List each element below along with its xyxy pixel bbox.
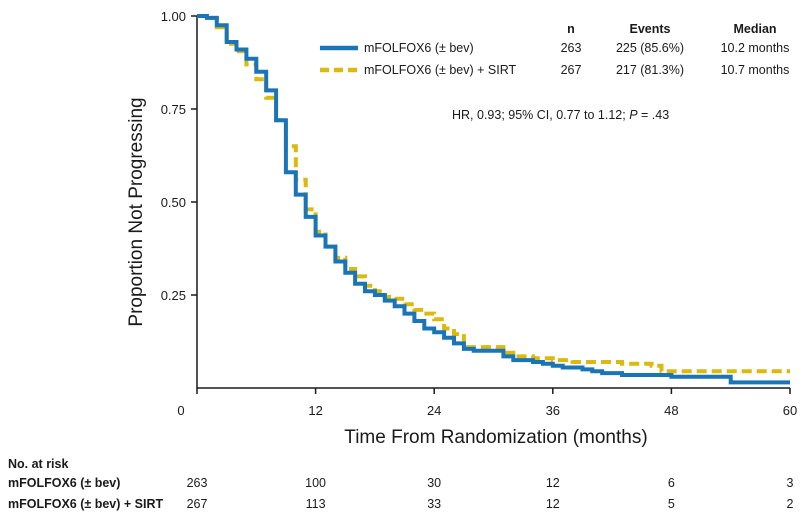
legend: n Events Median mFOLFOX6 (± bev) 263 225…: [320, 22, 789, 77]
y-tick-label: 0.25: [161, 288, 186, 303]
x-tick-label: 36: [546, 403, 560, 418]
risk-value: 113: [306, 497, 326, 511]
risk-row-label-sirt: mFOLFOX6 (± bev) + SIRT: [8, 497, 164, 511]
risk-value: 3: [787, 476, 794, 490]
risk-value: 267: [187, 497, 208, 511]
legend-n-sirt: 267: [561, 63, 582, 77]
survival-curves: [197, 14, 790, 385]
risk-value: 100: [305, 476, 326, 490]
risk-value: 12: [546, 476, 560, 490]
y-tick-label: 0.50: [161, 195, 186, 210]
y-axis-ticks: 0.25 0.50 0.75 1.00: [161, 9, 197, 303]
y-axis-title: Proportion Not Progressing: [126, 97, 147, 326]
y-tick-label: 1.00: [161, 9, 186, 24]
x-axis-title: Time From Randomization (months): [344, 427, 647, 448]
legend-label-sirt: mFOLFOX6 (± bev) + SIRT: [364, 63, 517, 77]
x-tick-label: 24: [427, 403, 441, 418]
risk-value: 30: [427, 476, 441, 490]
risk-value: 263: [187, 476, 208, 490]
legend-header-median: Median: [733, 22, 776, 36]
risk-value: 2: [787, 497, 794, 511]
legend-median-control: 10.2 months: [721, 41, 790, 55]
x-tick-label: 48: [664, 403, 678, 418]
risk-table-values: 263 100 30 12 6 3 267 113 33 12 5 2: [187, 476, 794, 511]
x-tick-label: 12: [308, 403, 322, 418]
risk-row-label-control: mFOLFOX6 (± bev): [8, 476, 120, 490]
legend-header-n: n: [567, 22, 575, 36]
legend-n-control: 263: [561, 41, 582, 55]
risk-value: 5: [668, 497, 675, 511]
legend-header-events: Events: [630, 22, 671, 36]
risk-value: 12: [546, 497, 560, 511]
risk-value: 6: [668, 476, 675, 490]
x-tick-label: 0: [177, 403, 184, 418]
x-axis-ticks: 0 12 24 36 48 60: [177, 388, 797, 418]
curve-control: [197, 14, 790, 385]
hazard-ratio-annotation: HR, 0.93; 95% CI, 0.77 to 1.12; P = .43: [452, 108, 669, 122]
x-tick-label: 60: [783, 403, 797, 418]
legend-median-sirt: 10.7 months: [721, 63, 790, 77]
legend-label-control: mFOLFOX6 (± bev): [364, 41, 474, 55]
legend-events-sirt: 217 (81.3%): [616, 63, 684, 77]
risk-table: No. at risk mFOLFOX6 (± bev) mFOLFOX6 (±…: [8, 457, 794, 511]
risk-value: 33: [427, 497, 441, 511]
y-tick-label: 0.75: [161, 102, 186, 117]
risk-table-title: No. at risk: [8, 457, 68, 471]
legend-events-control: 225 (85.6%): [616, 41, 684, 55]
